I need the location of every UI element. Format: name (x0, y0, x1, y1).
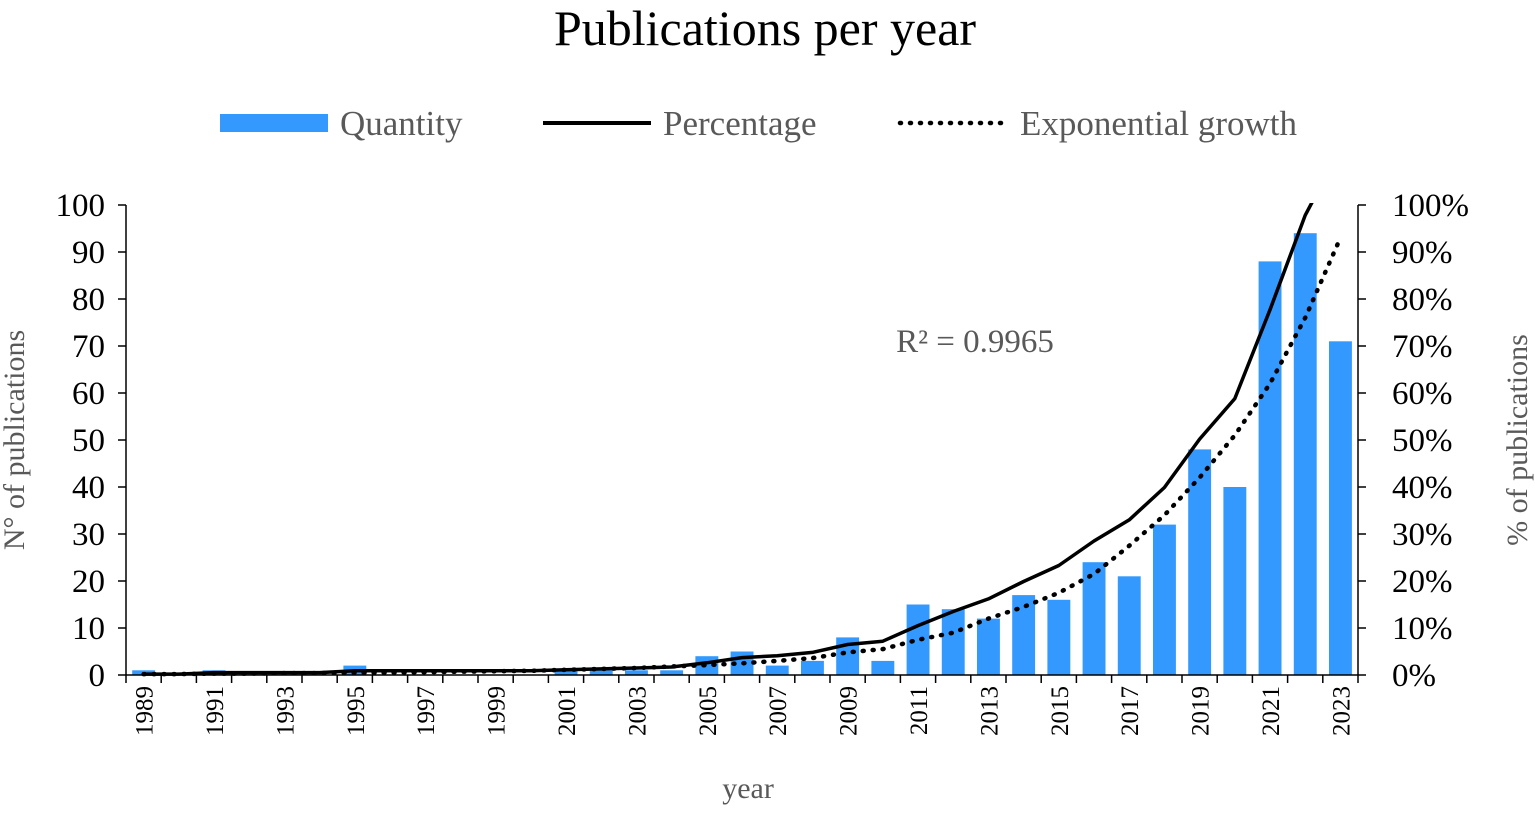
bar-2004 (660, 670, 684, 675)
legend-swatch-quantity (220, 114, 328, 132)
y2-tick-label: 80% (1392, 282, 1453, 318)
legend-label-exponential-growth: Exponential growth (1020, 104, 1298, 143)
bar-2012 (941, 609, 965, 675)
x-tick-label: 2021 (1258, 686, 1285, 736)
y-tick-label: 10 (72, 611, 105, 647)
bar-2020 (1223, 487, 1247, 675)
bar-2013 (977, 618, 1000, 675)
chart-title: Publications per year (554, 0, 976, 56)
bars-group (132, 233, 1352, 675)
bar-2010 (871, 660, 895, 675)
y-tick-label: 50 (72, 423, 105, 459)
y-tick-label: 40 (72, 470, 105, 506)
r-squared-annotation: R² = 0.9965 (896, 324, 1054, 360)
bar-2011 (906, 604, 930, 675)
x-tick-label: 1999 (484, 686, 511, 736)
bar-2008 (801, 660, 824, 675)
x-tick-label: 2007 (765, 686, 792, 736)
bar-2016 (1082, 562, 1106, 675)
y-tick-label: 90 (72, 235, 105, 271)
bar-2015 (1047, 599, 1071, 675)
series-line-percentage (143, 203, 1314, 676)
y-tick-label: 80 (72, 282, 105, 318)
y2-tick-label: 90% (1392, 235, 1453, 271)
y2-tick-label: 10% (1392, 611, 1453, 647)
x-tick-label: 2023 (1328, 686, 1355, 736)
bar-2017 (1117, 576, 1141, 675)
x-tick-label: 2013 (976, 686, 1003, 736)
lines-group (141, 203, 1343, 677)
y-tick-label: 30 (72, 517, 105, 553)
y-tick-label: 0 (89, 658, 106, 694)
y2-tick-label: 0% (1392, 658, 1436, 694)
y-tick-label: 70 (72, 329, 105, 365)
x-tick-label: 1991 (202, 686, 229, 736)
bar-2023 (1329, 341, 1352, 675)
y-tick-label: 100 (56, 188, 106, 224)
x-tick-label: 2019 (1188, 686, 1215, 736)
y2-axis-label: % of publications (1501, 334, 1534, 546)
legend-label-quantity: Quantity (340, 104, 463, 143)
y-axis-label: N° of publications (0, 330, 31, 550)
axes-group: 0 10 20 30 40 50 60 70 80 90 100 0% 10% 20% 30% 40% 50% 6… (56, 188, 1470, 736)
legend: Quantity Percentage Exponential growth (220, 104, 1298, 143)
legend-label-percentage: Percentage (663, 104, 817, 143)
y2-tick-label: 30% (1392, 517, 1453, 553)
bar-2002 (589, 670, 613, 675)
bar-2014 (1012, 595, 1036, 675)
bar-2007 (765, 665, 789, 675)
y-tick-label: 60 (72, 376, 105, 412)
x-tick-label: 2001 (554, 686, 581, 736)
bar-2021 (1258, 261, 1282, 675)
x-tick-label: 2003 (624, 686, 651, 736)
x-tick-label: 2015 (1047, 686, 1074, 736)
x-tick-label: 2011 (906, 686, 933, 735)
y2-tick-label: 50% (1392, 423, 1453, 459)
x-tick-label: 2017 (1117, 686, 1144, 736)
y2-tick-label: 60% (1392, 376, 1453, 412)
y2-tick-label: 40% (1392, 470, 1453, 506)
x-tick-label: 1997 (413, 686, 440, 736)
y2-tick-label: 70% (1392, 329, 1453, 365)
y2-tick-label: 20% (1392, 564, 1453, 600)
x-tick-label: 1989 (132, 686, 159, 736)
y2-tick-label: 100% (1392, 188, 1469, 224)
bar-2001 (554, 670, 578, 675)
bar-2018 (1153, 524, 1176, 675)
x-tick-label: 1993 (272, 686, 299, 736)
bar-2022 (1293, 233, 1317, 675)
x-tick-label: 2005 (695, 686, 722, 736)
x-tick-label: 1995 (343, 686, 370, 736)
y-tick-label: 20 (72, 564, 105, 600)
bar-2003 (625, 670, 648, 675)
x-tick-label: 2009 (836, 686, 863, 736)
x-axis-label: year (722, 772, 774, 805)
bar-2019 (1188, 449, 1212, 675)
